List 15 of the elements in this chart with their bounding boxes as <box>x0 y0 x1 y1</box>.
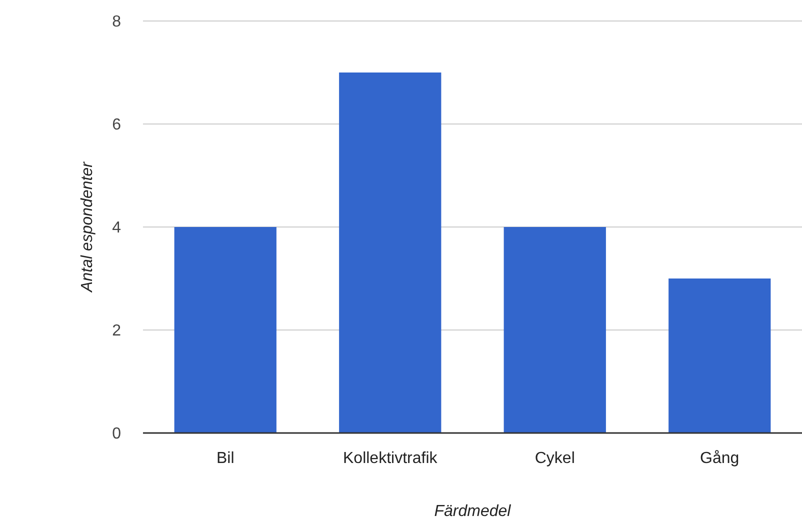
bar <box>504 227 606 433</box>
y-tick-label: 2 <box>112 322 122 340</box>
y-tick-label: 6 <box>112 116 122 134</box>
x-tick-label: Bil <box>216 450 234 467</box>
x-tick-label: Cykel <box>534 450 575 467</box>
bar <box>174 227 276 433</box>
x-axis-title: Färdmedel <box>434 503 512 520</box>
x-tick-label: Gång <box>700 450 740 467</box>
x-tick-label: Kollektivtrafik <box>343 450 438 467</box>
y-axis-title: Antal espondenter <box>79 161 96 293</box>
y-tick-label: 4 <box>112 220 122 237</box>
bar <box>668 278 771 433</box>
y-tick-label: 8 <box>112 14 122 31</box>
bar <box>339 72 442 433</box>
y-tick-label: 0 <box>112 426 122 443</box>
